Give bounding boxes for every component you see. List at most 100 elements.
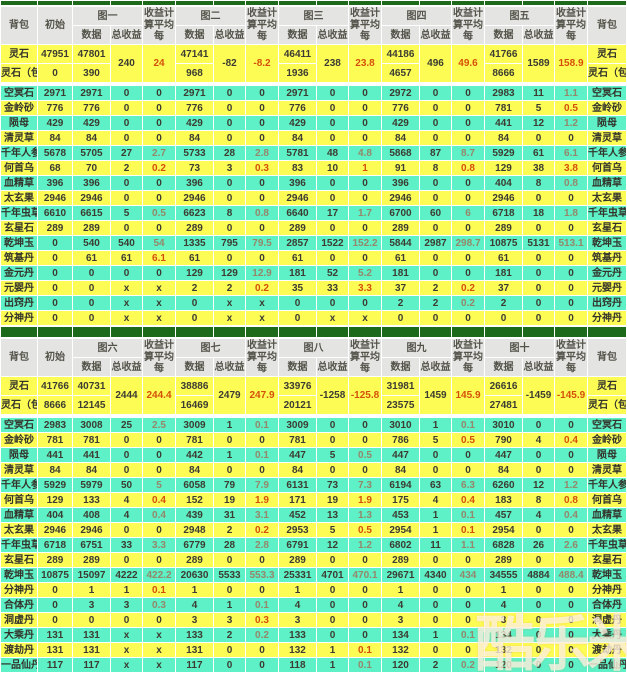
avg-cell: 0 bbox=[555, 266, 587, 280]
data-cell: 289 bbox=[279, 221, 316, 235]
data-cell: 447 bbox=[382, 448, 419, 462]
row-label: 分神丹 bbox=[1, 311, 37, 325]
data-cell: 6751 bbox=[73, 538, 110, 552]
top-green-bar-segment bbox=[73, 1, 110, 5]
avg-cell: 0.2 bbox=[452, 281, 484, 295]
data-cell: 776 bbox=[279, 101, 316, 115]
initial-cell: 117 bbox=[38, 658, 72, 672]
avg-cell: 0.5 bbox=[349, 448, 381, 462]
data-cell: 289 bbox=[485, 553, 522, 567]
avg-cell: 0 bbox=[555, 131, 587, 145]
data-cell: 46411 bbox=[279, 45, 316, 63]
avg-cell: 0 bbox=[555, 598, 587, 612]
total-cell: x bbox=[111, 296, 142, 310]
avg-cell: x bbox=[349, 311, 381, 325]
separator-bar-segment bbox=[1, 327, 37, 337]
header-total: 总收益 bbox=[317, 358, 348, 376]
total-cell: 0 bbox=[111, 463, 142, 477]
avg-cell: 0.8 bbox=[246, 206, 278, 220]
total-cell: x bbox=[111, 281, 142, 295]
total-cell: 0 bbox=[523, 221, 554, 235]
total-cell: 0 bbox=[523, 643, 554, 657]
avg-cell: -145.9 bbox=[555, 377, 587, 414]
separator-bar-segment bbox=[38, 327, 72, 337]
avg-cell: 0 bbox=[246, 251, 278, 265]
total-cell: 33 bbox=[111, 538, 142, 552]
initial-cell: 68 bbox=[38, 161, 72, 175]
total-cell: 50 bbox=[111, 478, 142, 492]
total-cell: 4340 bbox=[420, 568, 451, 582]
total-cell: 0 bbox=[111, 523, 142, 537]
avg-cell: 0 bbox=[452, 266, 484, 280]
total-cell: 0 bbox=[111, 266, 142, 280]
avg-cell: 0 bbox=[143, 613, 175, 627]
total-cell: 38 bbox=[523, 161, 554, 175]
avg-cell: 0 bbox=[349, 251, 381, 265]
row-label: 血精草 bbox=[1, 176, 37, 190]
top-green-bar-segment bbox=[485, 1, 522, 5]
avg-cell: 152.2 bbox=[349, 236, 381, 250]
data-cell: 117 bbox=[176, 658, 213, 672]
avg-cell: 0 bbox=[143, 221, 175, 235]
total-cell: 0 bbox=[317, 296, 348, 310]
total-cell: 0 bbox=[317, 176, 348, 190]
total-cell: 2 bbox=[214, 281, 245, 295]
total-cell: 0 bbox=[111, 613, 142, 627]
separator-bar-segment bbox=[214, 327, 245, 337]
total-cell: 0 bbox=[523, 658, 554, 672]
avg-cell: 0 bbox=[349, 613, 381, 627]
data-cell: 2 bbox=[485, 296, 522, 310]
row-label: 大乘丹 bbox=[1, 628, 37, 642]
data-cell: 0 bbox=[73, 296, 110, 310]
avg-cell: 0 bbox=[349, 176, 381, 190]
header-data: 数据 bbox=[279, 358, 316, 376]
data-cell: 786 bbox=[382, 433, 419, 447]
total-cell: -1258 bbox=[317, 377, 348, 414]
total-cell: 33 bbox=[317, 281, 348, 295]
data-cell: 2946 bbox=[382, 191, 419, 205]
row-label-right: 合体丹 bbox=[588, 598, 626, 612]
data-cell: 91 bbox=[382, 161, 419, 175]
initial-cell: 2946 bbox=[38, 191, 72, 205]
initial-cell: 0 bbox=[38, 236, 72, 250]
total-cell: 1 bbox=[420, 523, 451, 537]
total-cell: 17 bbox=[317, 206, 348, 220]
total-cell: 0 bbox=[420, 598, 451, 612]
initial-cell: 131 bbox=[38, 628, 72, 642]
avg-cell: 0 bbox=[452, 176, 484, 190]
total-cell: 0 bbox=[111, 191, 142, 205]
data-cell: 84 bbox=[382, 463, 419, 477]
header-chart: 图九 bbox=[382, 339, 451, 357]
data-cell: 2946 bbox=[73, 523, 110, 537]
total-cell: 0 bbox=[420, 463, 451, 477]
total-cell: 795 bbox=[214, 236, 245, 250]
avg-cell: 5 bbox=[143, 478, 175, 492]
avg-cell: 0.1 bbox=[143, 583, 175, 597]
total-cell: 0 bbox=[214, 131, 245, 145]
avg-cell: 0.1 bbox=[246, 418, 278, 432]
total-cell: 28 bbox=[214, 146, 245, 160]
total-cell: 2 bbox=[111, 161, 142, 175]
avg-cell: 0.4 bbox=[452, 493, 484, 507]
separator-bar-segment bbox=[317, 327, 348, 337]
total-cell: 0 bbox=[214, 433, 245, 447]
data-cell: 61 bbox=[176, 251, 213, 265]
avg-cell: 0.2 bbox=[452, 296, 484, 310]
initial-cell: 129 bbox=[38, 493, 72, 507]
avg-cell: 2.7 bbox=[143, 146, 175, 160]
row-label-right: 出窍丹 bbox=[588, 296, 626, 310]
data-cell: 5929 bbox=[485, 146, 522, 160]
header-total: 总收益 bbox=[214, 26, 245, 44]
avg-cell: 0 bbox=[349, 116, 381, 130]
data-cell: 34555 bbox=[485, 568, 522, 582]
total-cell: 0 bbox=[111, 221, 142, 235]
avg-cell: 1.1 bbox=[555, 86, 587, 100]
total-cell: 2987 bbox=[420, 236, 451, 250]
row-label-right: 洞虚丹 bbox=[588, 613, 626, 627]
avg-cell: 0.5 bbox=[555, 101, 587, 115]
data-cell: 781 bbox=[73, 433, 110, 447]
avg-cell: 0 bbox=[349, 221, 381, 235]
avg-cell: 0 bbox=[452, 86, 484, 100]
avg-cell: 0 bbox=[349, 418, 381, 432]
data-cell: 84 bbox=[176, 131, 213, 145]
